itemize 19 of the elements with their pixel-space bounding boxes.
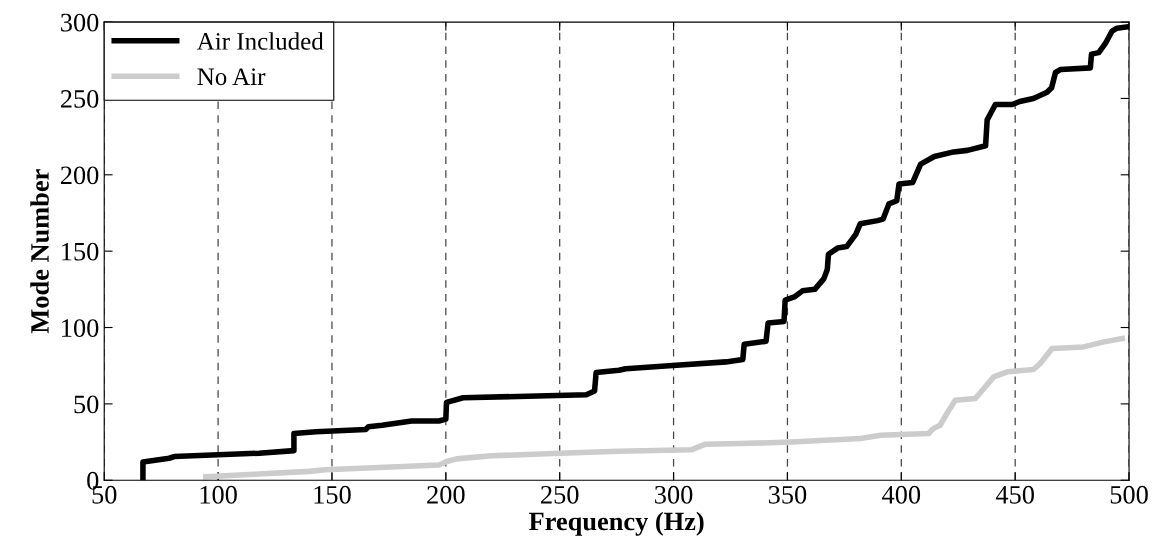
y-tick-label: 250	[60, 90, 99, 108]
y-tick-label: 50	[74, 395, 99, 414]
legend-label: No Air	[197, 68, 266, 86]
x-tick-label: 100	[200, 485, 237, 504]
y-tick-label: 300	[61, 13, 99, 32]
x-tick-label: 500	[1110, 485, 1148, 504]
x-tick-label: 200	[427, 485, 465, 504]
y-tick-label: 200	[60, 166, 99, 185]
y-tick-label: 150	[62, 242, 99, 261]
x-tick-label: 300	[655, 485, 693, 504]
x-tick-label: 400	[882, 485, 921, 504]
x-tick-label: 350	[768, 485, 807, 504]
y-tick-label: 100	[62, 319, 99, 337]
x-tick-label: 250	[541, 485, 579, 504]
x-axis-title: Frequency (Hz)	[529, 511, 704, 536]
x-tick-label: 150	[314, 485, 351, 504]
y-axis-title: Mode Number	[30, 169, 49, 334]
x-tick-label: 450	[995, 485, 1034, 504]
legend-label: Air Included	[196, 32, 324, 50]
